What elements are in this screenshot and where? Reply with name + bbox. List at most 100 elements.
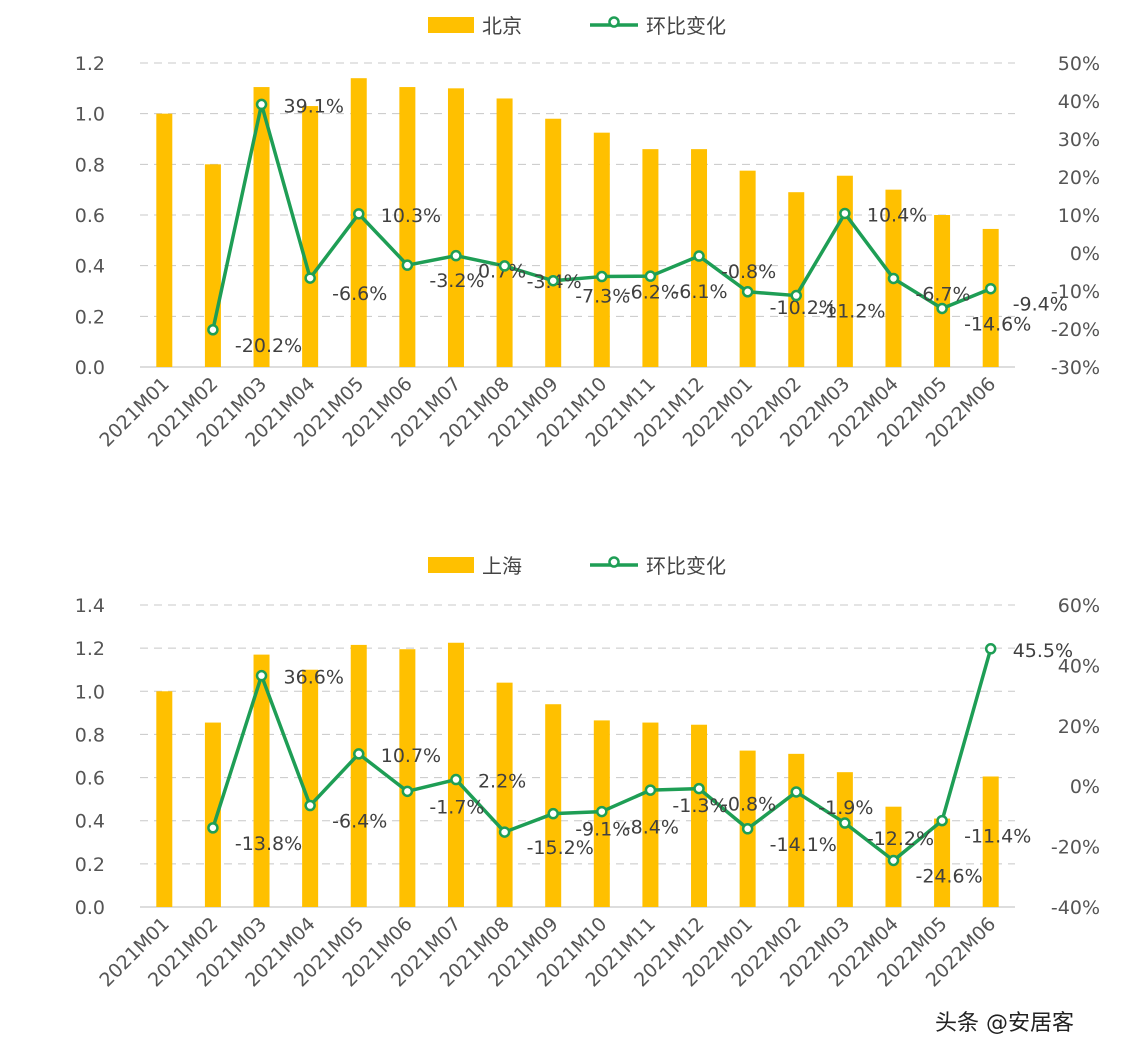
- data-label: -15.2%: [527, 837, 594, 859]
- legend-bar-swatch: [428, 557, 474, 573]
- bar: [934, 818, 951, 907]
- data-label: -0.8%: [721, 794, 776, 816]
- data-label: 39.1%: [284, 95, 344, 117]
- line-point: [596, 805, 608, 818]
- right-axis-tick: 60%: [1058, 595, 1100, 617]
- bar: [788, 753, 805, 907]
- bar: [156, 691, 173, 907]
- bar: [350, 78, 367, 367]
- bar: [788, 192, 805, 367]
- data-label: -11.2%: [818, 301, 885, 323]
- data-label: 10.3%: [381, 205, 441, 227]
- line-point: [693, 782, 705, 795]
- bar: [302, 106, 319, 368]
- line-point: [887, 854, 900, 867]
- line-point: [596, 270, 608, 283]
- bar: [545, 704, 562, 907]
- left-axis-tick: 0.6: [75, 205, 105, 227]
- left-axis-tick: 0.0: [75, 897, 105, 919]
- right-axis-tick: 0%: [1070, 243, 1100, 265]
- data-label: -7.3%: [575, 286, 630, 308]
- data-label: -1.3%: [672, 795, 727, 817]
- data-label: -6.6%: [332, 283, 387, 305]
- line-point: [304, 799, 316, 812]
- legend-line-label: 环比变化: [646, 14, 726, 38]
- left-axis-tick: 1.2: [75, 53, 105, 75]
- data-label: -0.8%: [721, 261, 776, 283]
- right-axis-tick: -30%: [1051, 357, 1100, 379]
- right-axis-tick: 50%: [1058, 53, 1100, 75]
- line-point: [401, 259, 414, 271]
- legend-line-marker: [608, 556, 620, 568]
- bar: [399, 649, 416, 907]
- left-axis-tick: 1.0: [75, 104, 105, 126]
- beijing-chart: 0.0 0.2 0.4 0.6 0.8 1.0 1.2 -30% -20% -10% 0% 10% 20…: [75, 14, 1100, 451]
- data-label: 10.7%: [381, 745, 441, 767]
- line-point: [207, 324, 219, 336]
- line-point: [353, 748, 365, 760]
- data-label: -12.2%: [867, 828, 934, 850]
- bar: [350, 644, 367, 907]
- right-axis-tick: 20%: [1058, 167, 1100, 189]
- line-point: [450, 249, 462, 262]
- right-axis-tick: 0%: [1070, 776, 1100, 798]
- bar: [836, 772, 853, 907]
- right-axis-tick: -20%: [1051, 319, 1100, 341]
- legend-line-marker: [608, 16, 620, 28]
- line-point: [936, 814, 948, 827]
- data-label: -10.2%: [770, 297, 837, 319]
- right-axis-tick: -40%: [1051, 897, 1100, 919]
- data-label: -6.1%: [672, 281, 727, 303]
- data-label: -14.1%: [770, 834, 837, 856]
- line-point: [498, 826, 511, 838]
- data-label: -24.6%: [915, 865, 982, 887]
- bar: [982, 776, 999, 907]
- data-label: -9.1%: [575, 819, 630, 841]
- bar: [642, 722, 659, 907]
- line-point: [547, 274, 559, 287]
- bar: [691, 724, 708, 907]
- data-label: -6.7%: [915, 283, 970, 305]
- line-point: [839, 207, 851, 220]
- left-axis-tick: 1.4: [75, 595, 105, 617]
- left-axis-tick: 0.6: [75, 768, 105, 790]
- line-point: [936, 302, 948, 315]
- right-axis-tick: -20%: [1051, 837, 1100, 859]
- data-label: -13.8%: [235, 833, 302, 855]
- line-point: [741, 823, 754, 835]
- left-axis-tick: 0.4: [75, 811, 105, 833]
- left-axis-tick: 0.4: [75, 256, 105, 278]
- data-label: -8.4%: [624, 817, 679, 839]
- data-label: -9.4%: [1013, 294, 1068, 316]
- data-label: -3.2%: [429, 270, 484, 292]
- right-axis-tick: 30%: [1058, 129, 1100, 151]
- bar: [836, 175, 853, 367]
- data-label: -11.4%: [964, 826, 1031, 848]
- data-label: -6.2%: [624, 282, 679, 304]
- watermark: 头条 @安居客: [935, 1011, 1074, 1036]
- right-axis-tick: 20%: [1058, 716, 1100, 738]
- left-axis-tick: 1.0: [75, 681, 105, 703]
- line-point: [790, 289, 802, 302]
- right-axis-tick: -10%: [1051, 281, 1100, 303]
- bar: [982, 228, 999, 367]
- line-point: [984, 643, 997, 655]
- right-axis-tick: 10%: [1058, 205, 1100, 227]
- shanghai-chart: 0.0 0.2 0.4 0.6 0.8 1.0 1.2 1.4 -40% -20% 0% 20% 40%…: [75, 554, 1100, 991]
- legend-bar-swatch: [428, 17, 474, 33]
- line-point: [741, 286, 754, 298]
- line-point: [644, 784, 657, 796]
- left-axis-tick: 0.0: [75, 357, 105, 379]
- right-axis-tick: 40%: [1058, 655, 1100, 677]
- bar: [302, 669, 319, 907]
- bar: [642, 149, 659, 367]
- left-axis-tick: 0.2: [75, 306, 105, 328]
- line-point: [839, 817, 851, 829]
- legend-bar-label: 上海: [482, 554, 522, 578]
- line-point: [255, 98, 268, 111]
- line-point: [693, 250, 705, 262]
- bar: [739, 170, 756, 367]
- bar: [253, 654, 270, 907]
- line-point: [304, 272, 316, 284]
